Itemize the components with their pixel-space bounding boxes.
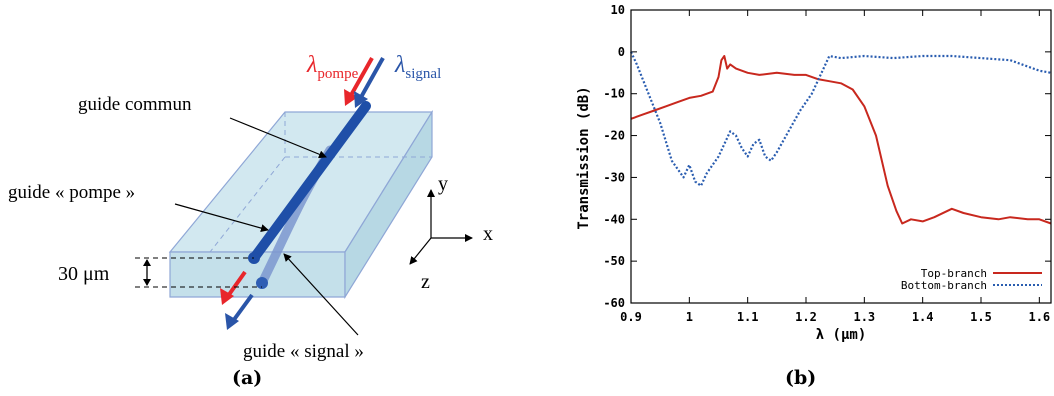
legend-label: Bottom-branch xyxy=(901,279,987,292)
substrate-block xyxy=(168,109,434,300)
plot-frame xyxy=(630,9,1052,304)
axis-z-label: z xyxy=(421,271,430,293)
common-guide-label: guide commun xyxy=(78,94,192,115)
waveguide-schematic: λpompe λsignal guide commun guide « pomp… xyxy=(8,52,493,362)
pump-guide-label: guide « pompe » xyxy=(8,182,135,203)
output-arrows xyxy=(220,270,254,330)
x-tick-label: 1.2 xyxy=(795,310,817,324)
x-tick-label: 1.3 xyxy=(853,310,875,324)
y-tick-label: -50 xyxy=(603,254,625,268)
caption-b: (b) xyxy=(785,367,817,389)
x-tick-label: 1.4 xyxy=(912,310,934,324)
x-tick-label: 0.9 xyxy=(620,310,642,324)
axis-x-label: x xyxy=(483,223,493,245)
caption-a: (a) xyxy=(232,367,263,389)
y-tick-label: -20 xyxy=(603,129,625,143)
series-line-top-branch xyxy=(630,55,1052,225)
y-tick-label: -10 xyxy=(603,87,625,101)
lambda-signal-label: λsignal xyxy=(394,52,441,82)
series-line-bottom-branch xyxy=(630,51,1052,187)
y-tick-label: -40 xyxy=(603,212,625,226)
y-tick-label: 10 xyxy=(611,3,625,17)
x-tick-label: 1.5 xyxy=(970,310,992,324)
x-tick-label: 1.6 xyxy=(1028,310,1050,324)
legend-label: Top-branch xyxy=(921,267,987,280)
transmission-chart: 0.9 1 1.1 1.2 1.3 1.4 1.5 1.6 10 0 -10 -20 -30 -40 -50… xyxy=(576,3,1052,343)
x-axis-label: λ (μm) xyxy=(816,327,867,343)
x-tick-label: 1.1 xyxy=(737,310,759,324)
y-axis-label: Transmission (dB) xyxy=(576,86,592,229)
y-tick-label: -30 xyxy=(603,170,625,184)
x-tick-label: 1 xyxy=(686,310,693,324)
waveguide-y-junction xyxy=(248,101,371,289)
input-arrows xyxy=(344,57,385,108)
signal-guide-label: guide « signal » xyxy=(243,341,364,362)
spacing-label: 30 μm xyxy=(58,263,110,285)
spacing-dimension xyxy=(135,257,262,288)
axes-triad xyxy=(409,189,473,265)
axis-y-label: y xyxy=(438,173,448,195)
lambda-pump-label: λpompe xyxy=(306,52,359,82)
y-tick-label: -60 xyxy=(603,296,625,310)
y-tick-label: 0 xyxy=(618,45,625,59)
